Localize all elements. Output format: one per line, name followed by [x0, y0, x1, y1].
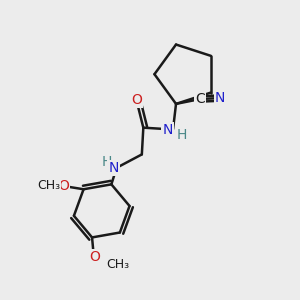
- Text: O: O: [131, 93, 142, 107]
- Text: N: N: [215, 91, 225, 105]
- Text: CH₃: CH₃: [37, 179, 60, 192]
- Text: O: O: [90, 250, 101, 264]
- Text: CH₃: CH₃: [106, 258, 129, 271]
- Text: N: N: [108, 161, 119, 176]
- Text: C: C: [195, 92, 205, 106]
- Text: N: N: [163, 123, 173, 137]
- Text: H: H: [177, 128, 187, 142]
- Text: O: O: [58, 179, 69, 193]
- Text: H: H: [102, 155, 112, 169]
